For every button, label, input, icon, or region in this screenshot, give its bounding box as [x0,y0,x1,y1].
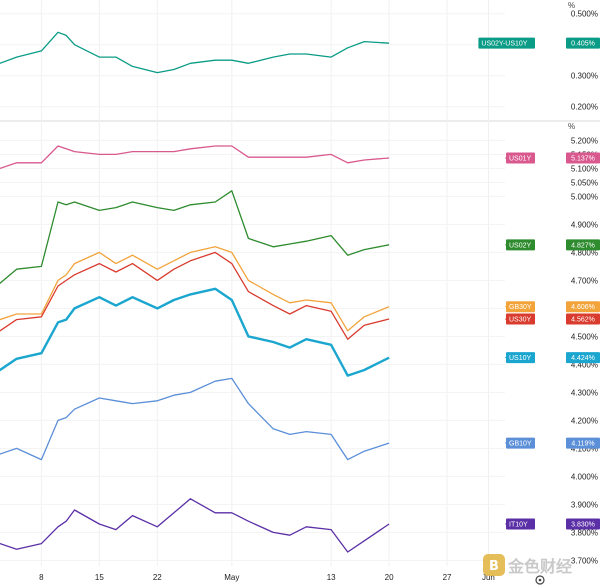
badge-value: 3.830% [571,522,595,529]
x-tick-label: Jun [482,573,495,582]
pane2-unit-label: % [568,122,575,131]
x-tick-label: 22 [153,573,162,582]
badge-label: US02Y [509,242,532,249]
series-line-us10y [0,287,390,377]
badge-gb30y: GB30Y 4.606% [505,301,600,313]
y-tick-label: 4.900% [571,220,598,229]
coin-logo: B [483,554,505,576]
y-tick-label: 0.500% [571,10,598,19]
series-line-us02y [0,190,390,284]
grid [0,0,600,566]
series-badges: US02Y-US10Y 0.405% US01Y 5.137% US02Y 4.827% G… [478,37,600,530]
badge-label: GB30Y [509,304,532,311]
watermark: B 金色财经 [483,554,572,576]
badge-value: 5.137% [571,156,595,163]
x-tick-label: 15 [95,573,104,582]
badge-us02y-us10y: US02Y-US10Y 0.405% [478,37,600,49]
series-line-us01y [0,145,390,170]
badge-label: US01Y [509,156,532,163]
y-tick-label: 5.100% [571,164,598,173]
x-tick-label: 20 [385,573,394,582]
badge-gb10y: GB10Y 4.119% [505,437,600,449]
badge-value: 4.119% [571,441,594,448]
y-tick-label: 4.400% [571,360,598,369]
y-tick-label: 0.300% [571,72,598,81]
series-line-it10y [0,498,390,553]
y-tick-label: 5.000% [571,192,598,201]
gear-icon[interactable] [535,575,545,585]
svg-text:B: B [489,559,499,574]
badge-value: 4.606% [571,304,595,311]
series-line-us02y-us10y [0,31,390,74]
y-tick-label: 4.800% [571,248,598,257]
badge-label: GB10Y [509,441,532,448]
y-tick-label: 3.700% [571,556,598,565]
x-tick-label: May [224,573,239,582]
badge-us10y: US10Y 4.424% [505,352,600,364]
y-tick-label: 0.200% [571,103,598,112]
y-tick-label: 5.200% [571,136,598,145]
badge-value: 4.827% [571,242,595,249]
badge-us02y: US02Y 4.827% [505,239,600,251]
y-tick-label: 4.100% [571,444,598,453]
x-axis[interactable]: 8 15 22 May 13 20 27 Jun [39,573,495,582]
y-tick-label: 4.000% [571,472,598,481]
y-tick-label: 4.300% [571,388,598,397]
x-tick-label: 8 [39,573,44,582]
badge-label: US02Y-US10Y [481,41,527,48]
y-tick-label: 3.800% [571,528,598,537]
badge-value: 4.562% [571,317,595,324]
y-tick-label: 5.050% [571,178,598,187]
watermark-text: 金色财经 [507,557,572,576]
pane1-unit-label: % [568,1,575,10]
series-line-us30y [0,251,390,340]
y-tick-label: 4.700% [571,276,598,285]
x-tick-label: 27 [443,573,452,582]
series-line-gb10y [0,377,390,461]
series-lines [0,31,390,553]
y-tick-label: 4.200% [571,416,598,425]
x-tick-label: 13 [327,573,336,582]
badge-label: US10Y [509,355,532,362]
badge-value: 0.405% [571,41,595,48]
badge-us01y: US01Y 5.137% [505,152,600,164]
y-tick-label: 4.500% [571,332,598,341]
badge-label: IT10Y [509,522,528,529]
badge-label: US30Y [509,317,532,324]
badge-it10y: IT10Y 3.830% [505,518,600,530]
badge-value: 4.424% [571,355,595,362]
badge-us30y: US30Y 4.562% [505,313,600,325]
series-line-gb30y [0,246,390,332]
y-tick-label: 3.900% [571,500,598,509]
